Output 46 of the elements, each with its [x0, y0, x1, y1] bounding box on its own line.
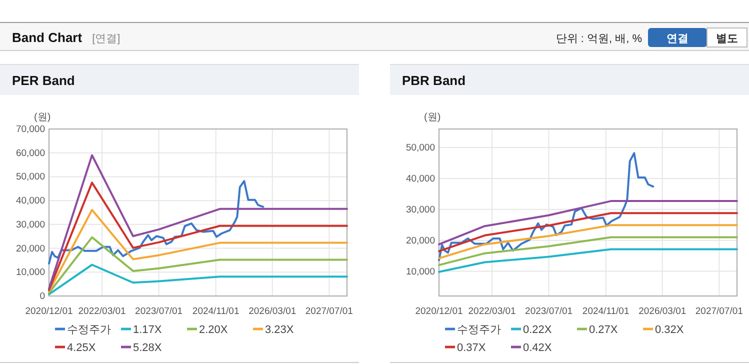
y-tick-label: 50,000	[406, 142, 435, 154]
x-tick-label: 2024/11/01	[582, 306, 630, 317]
text: 별도	[716, 33, 738, 45]
legend-label: 4.25X	[67, 342, 96, 354]
legend-label: 수정주가	[457, 324, 501, 336]
y-tick-label: 30,000	[16, 219, 45, 230]
x-tick-label: 2026/03/01	[248, 306, 296, 317]
x-tick-label: 2022/03/01	[468, 306, 516, 317]
x-tick-label: 2020/12/01	[25, 306, 73, 317]
x-tick-label: 2022/03/01	[78, 306, 126, 317]
x-tick-label: 2024/11/01	[192, 306, 240, 317]
chart-title: PER Band	[12, 73, 75, 88]
legend-label: 3.23X	[265, 324, 294, 336]
text: [연결]	[92, 33, 120, 45]
y-tick-label: 70,000	[16, 124, 45, 135]
x-tick-label: 2027/07/01	[695, 306, 743, 317]
y-tick-label: 30,000	[406, 204, 435, 216]
text: Band Chart	[12, 30, 83, 45]
y-tick-label: 40,000	[16, 196, 45, 207]
text: 연결	[666, 33, 688, 45]
legend-label: 0.32X	[655, 324, 684, 336]
x-tick-label: 2026/03/01	[638, 306, 686, 317]
y-tick-label: 50,000	[16, 172, 45, 183]
y-tick-label: 20,000	[16, 243, 45, 254]
x-tick-label: 2023/07/01	[135, 306, 183, 317]
y-axis-title: (원)	[424, 112, 441, 123]
y-tick-label: 10,000	[16, 267, 45, 278]
x-tick-label: 2023/07/01	[525, 306, 573, 317]
y-tick-label: 60,000	[16, 148, 45, 159]
legend-label: 0.22X	[523, 324, 552, 336]
legend-label: 0.37X	[457, 342, 486, 354]
chart-title: PBR Band	[402, 73, 466, 88]
y-tick-label: 10,000	[406, 266, 435, 278]
legend-label: 5.28X	[133, 342, 162, 354]
legend-label: 1.17X	[133, 324, 162, 336]
legend-label: 0.27X	[589, 324, 618, 336]
text: 단위 : 억원, 배, %	[556, 33, 642, 45]
x-tick-label: 2027/07/01	[305, 306, 353, 317]
y-axis-title: (원)	[34, 112, 51, 123]
y-tick-label: 0	[40, 291, 45, 302]
x-tick-label: 2020/12/01	[415, 306, 463, 317]
y-tick-label: 20,000	[406, 235, 435, 246]
legend-label: 0.42X	[523, 342, 552, 354]
legend-label: 2.20X	[199, 324, 228, 336]
y-tick-label: 40,000	[406, 173, 435, 184]
legend-label: 수정주가	[67, 324, 111, 336]
